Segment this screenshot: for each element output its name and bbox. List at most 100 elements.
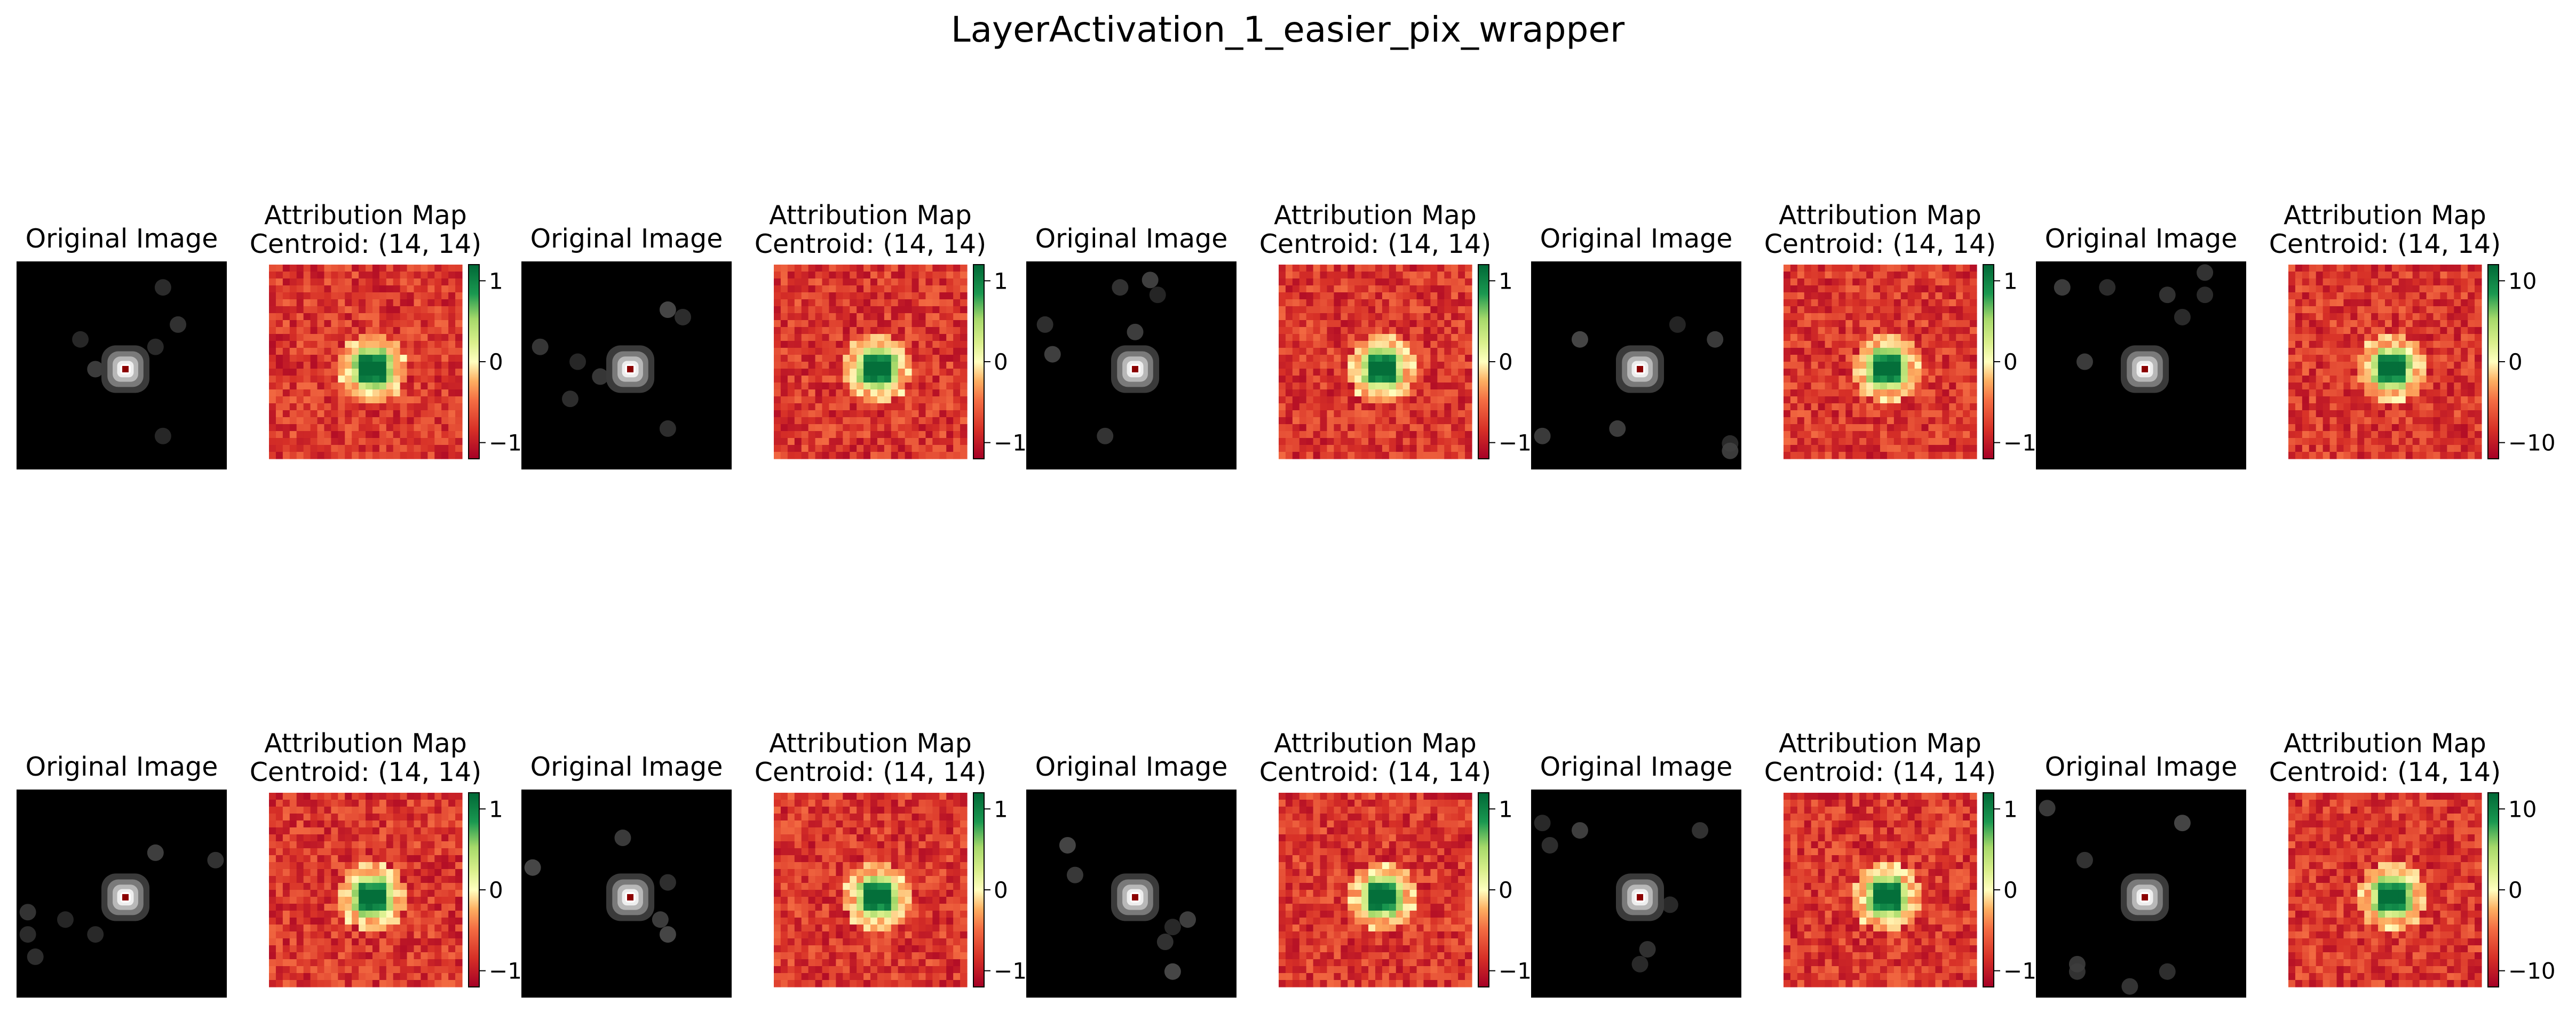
attribution-cell	[843, 278, 850, 286]
attribution-cell	[912, 814, 920, 821]
attribution-cell	[2399, 417, 2406, 425]
attribution-cell	[2302, 452, 2310, 459]
attribution-cell	[1929, 389, 1936, 397]
attribution-cell	[1832, 410, 1840, 418]
attribution-cell	[1279, 272, 1286, 279]
attribution-cell	[1444, 334, 1452, 341]
attribution-cell	[2406, 348, 2413, 355]
attribution-cell	[809, 299, 816, 307]
attribution-cell	[427, 334, 435, 341]
attribution-cell	[1956, 320, 1963, 328]
attribution-cell	[1908, 410, 1915, 418]
attribution-cell	[1901, 306, 1908, 314]
attribution-cell	[1956, 431, 1963, 439]
attribution-cell	[400, 959, 408, 967]
attribution-cell	[1417, 320, 1424, 328]
attribution-cell	[884, 793, 892, 800]
attribution-cell	[393, 890, 401, 897]
attribution-cell	[1915, 438, 1922, 445]
attribution-cell	[2295, 445, 2303, 452]
attribution-cell	[1852, 334, 1860, 341]
attribution-cell	[311, 793, 318, 800]
attribution-cell	[960, 800, 968, 807]
attribution-cell	[297, 410, 304, 418]
attribution-cell	[297, 431, 304, 439]
attribution-cell	[1368, 313, 1376, 321]
attribution-cell	[414, 952, 422, 960]
attribution-cell	[1894, 306, 1901, 314]
attribution-cell	[434, 945, 442, 953]
attribution-cell	[1956, 438, 1963, 445]
attribution-cell	[338, 834, 345, 842]
attribution-cell	[2454, 424, 2461, 432]
original-image-title: Original Image	[530, 752, 723, 782]
attribution-cell	[1852, 438, 1860, 445]
attribution-cell	[1396, 306, 1404, 314]
attribution-cell	[352, 807, 359, 814]
attribution-cell	[1403, 306, 1410, 314]
attribution-cell	[1306, 265, 1314, 272]
attribution-cell	[1901, 320, 1908, 328]
attribution-cell	[2364, 431, 2372, 439]
attribution-cell	[822, 793, 830, 800]
attribution-cell	[815, 424, 823, 432]
attribution-cell	[781, 452, 788, 459]
attribution-cell	[1341, 369, 1348, 376]
attribution-cell	[1942, 306, 1949, 314]
attribution-cell	[1279, 369, 1286, 376]
attribution-cell	[2440, 396, 2447, 404]
attribution-cell	[2330, 278, 2337, 286]
attribution-cell	[1922, 285, 1929, 293]
attribution-cell	[2454, 348, 2461, 355]
attribution-cell	[2357, 452, 2365, 459]
attribution-cell	[1852, 376, 1860, 383]
attribution-cell	[1963, 272, 1970, 279]
attribution-cell	[1852, 348, 1860, 355]
attribution-cell	[297, 820, 304, 828]
attribution-cell	[1354, 376, 1362, 383]
attribution-cell	[366, 362, 373, 369]
attribution-cell	[1306, 320, 1314, 328]
attribution-cell	[2468, 376, 2475, 383]
attribution-cell	[414, 793, 422, 800]
attribution-cell	[421, 292, 428, 300]
attribution-cell	[386, 327, 394, 334]
attribution-cell	[891, 376, 899, 383]
attribution-cell	[1279, 320, 1286, 328]
attribution-cell	[1375, 334, 1383, 341]
attribution-cell	[1825, 341, 1833, 348]
attribution-cell	[912, 278, 920, 286]
attribution-cell	[781, 320, 788, 328]
attribution-cell	[1804, 445, 1812, 452]
attribution-cell	[2288, 355, 2296, 362]
attribution-cell	[1348, 292, 1355, 300]
attribution-cell	[829, 265, 836, 272]
attribution-cell	[2371, 355, 2379, 362]
attribution-cell	[829, 348, 836, 355]
background-blob	[2197, 286, 2213, 303]
attribution-cell	[455, 417, 463, 425]
attribution-cell	[379, 396, 387, 404]
attribution-cell	[455, 807, 463, 814]
attribution-cell	[939, 285, 947, 293]
attribution-cell	[324, 327, 331, 334]
attribution-cell	[400, 348, 408, 355]
attribution-cell	[2295, 272, 2303, 279]
attribution-cell	[407, 848, 415, 856]
attribution-cell	[1956, 403, 1963, 411]
attribution-cell	[1908, 313, 1915, 321]
attribution-cell	[946, 285, 954, 293]
attribution-cell	[283, 848, 290, 856]
attribution-cell	[1929, 355, 1936, 362]
attribution-cell	[448, 396, 456, 404]
attribution-cell	[1313, 355, 1321, 362]
attribution-cell	[400, 383, 408, 390]
attribution-cell	[1354, 278, 1362, 286]
attribution-cell	[1458, 376, 1465, 383]
attribution-cell	[1458, 320, 1465, 328]
attribution-cell	[836, 272, 843, 279]
attribution-cell	[1286, 265, 1293, 272]
attribution-cell	[884, 424, 892, 432]
attribution-cell	[455, 431, 463, 439]
attribution-cell	[318, 827, 325, 835]
